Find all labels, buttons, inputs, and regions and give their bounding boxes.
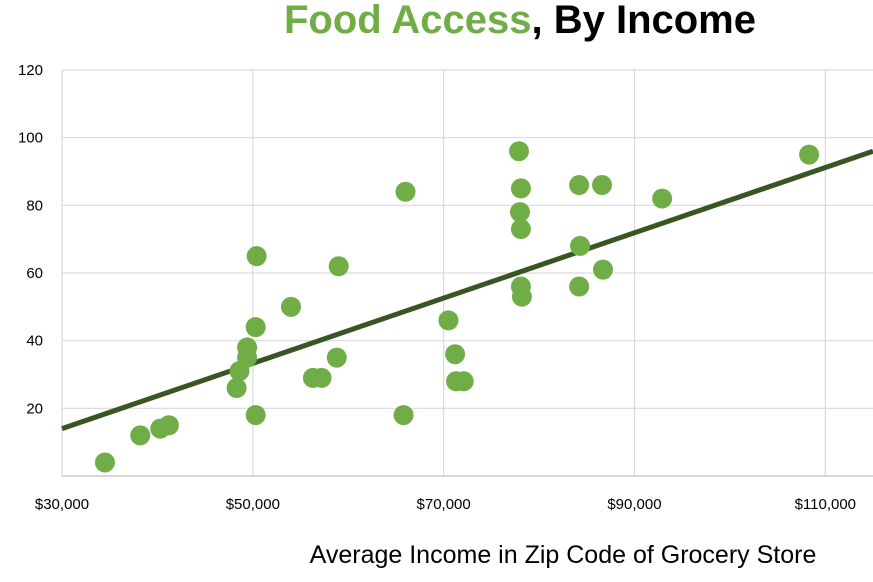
data-point	[130, 425, 151, 446]
data-point	[393, 405, 414, 426]
trendline	[61, 148, 873, 431]
data-point	[395, 181, 416, 202]
data-point	[94, 452, 115, 473]
data-point	[453, 371, 474, 392]
data-point	[245, 405, 266, 426]
x-tick-label: $110,000	[795, 496, 856, 513]
y-tick-label: 100	[18, 130, 43, 147]
x-tick-label: $90,000	[607, 496, 661, 513]
data-point	[799, 144, 820, 165]
data-point	[509, 202, 530, 223]
y-tick-label: 20	[26, 400, 43, 417]
y-tick-label: 60	[26, 265, 43, 282]
data-point	[246, 246, 267, 267]
gridlines	[61, 69, 873, 476]
data-point	[245, 317, 266, 338]
y-tick-label: 120	[18, 62, 43, 79]
y-tick-label: 40	[26, 333, 43, 350]
x-tick-labels: $30,000 $50,000 $70,000 $90,000 $110,000	[35, 496, 856, 513]
data-point	[280, 296, 301, 317]
data-point	[511, 286, 532, 307]
data-point	[326, 347, 347, 368]
data-point	[158, 415, 179, 436]
data-point	[226, 378, 247, 399]
chart-title-rest: , By Income	[531, 0, 756, 42]
data-point	[445, 344, 466, 365]
data-point	[438, 310, 459, 331]
x-axis-title: Average Income in Zip Code of Grocery St…	[310, 541, 817, 569]
data-point	[311, 367, 332, 388]
data-point	[509, 141, 530, 162]
data-point	[592, 175, 613, 196]
data-point	[237, 337, 258, 358]
data-points	[94, 141, 820, 473]
data-point	[652, 188, 673, 209]
data-point	[569, 276, 590, 297]
x-tick-label: $50,000	[226, 496, 280, 513]
x-tick-label: $30,000	[35, 496, 89, 513]
x-tick-label: $70,000	[417, 496, 471, 513]
data-point	[570, 235, 591, 256]
y-tick-labels: 20 40 60 80 100 120	[18, 62, 43, 417]
data-point	[510, 219, 531, 240]
data-point	[328, 256, 349, 277]
chart-title: Food Access, By Income	[0, 0, 873, 43]
chart-title-highlight: Food Access	[284, 0, 532, 42]
y-tick-label: 80	[26, 197, 43, 214]
trendline-group	[61, 148, 873, 431]
data-point	[569, 175, 590, 196]
data-point	[592, 259, 613, 280]
data-point	[510, 178, 531, 199]
